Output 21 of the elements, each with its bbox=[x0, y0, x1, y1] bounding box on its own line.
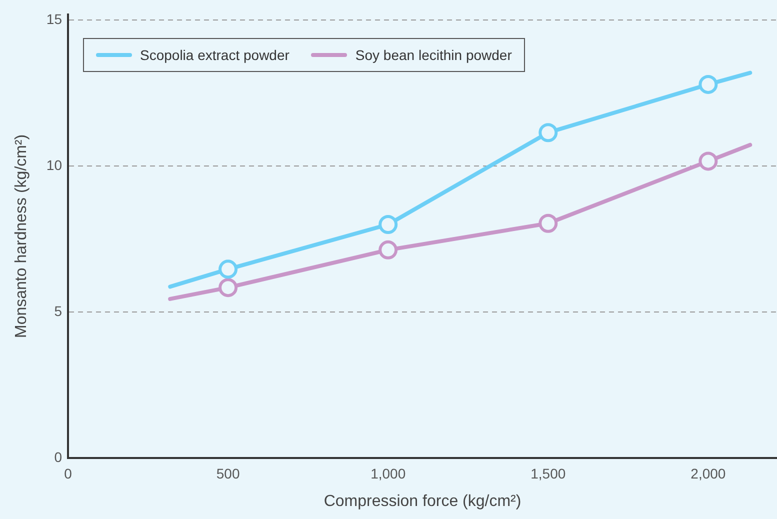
y-tick-label: 15 bbox=[46, 11, 62, 28]
point bbox=[698, 74, 718, 94]
y-axis-title: Monsanto hardness (kg/cm²) bbox=[13, 134, 30, 338]
x-tick-label: 2,000 bbox=[690, 465, 726, 482]
point bbox=[538, 214, 558, 233]
legend-label: Scopolia extract powder bbox=[140, 47, 290, 63]
y-tick-label: 5 bbox=[54, 302, 62, 319]
x-tick-label: 500 bbox=[216, 465, 240, 482]
x-tick-label: 0 bbox=[64, 465, 72, 482]
point bbox=[218, 260, 238, 279]
x-tick-label: 1,500 bbox=[530, 465, 566, 482]
point bbox=[218, 278, 238, 298]
point bbox=[538, 123, 558, 142]
y-tick-label: 0 bbox=[54, 448, 62, 465]
point bbox=[378, 215, 398, 234]
y-tick-label: 10 bbox=[46, 157, 62, 174]
x-axis-title: Compression force (kg/cm²) bbox=[324, 492, 522, 510]
legend-label: Soy bean lecithin powder bbox=[355, 47, 512, 63]
point bbox=[378, 240, 398, 260]
point bbox=[698, 152, 718, 171]
x-tick-label: 1,000 bbox=[370, 465, 406, 482]
